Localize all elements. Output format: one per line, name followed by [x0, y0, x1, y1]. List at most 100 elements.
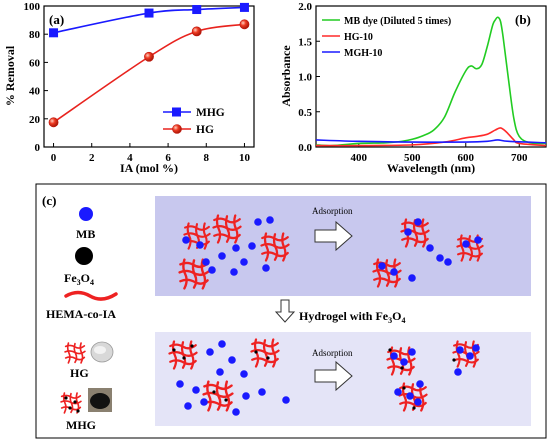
bottomLeftDots-dot — [266, 356, 270, 360]
legend-marker-mhg — [172, 107, 181, 117]
bottomRightDots-dot — [456, 346, 464, 354]
bottomLeftDots-dot — [232, 408, 240, 416]
bottomLeftDots-dot — [176, 380, 184, 388]
bottomLeftDots-dot — [224, 398, 228, 402]
panel-a-point-1-0 — [48, 117, 59, 128]
panel-b-chart: (b) 0.0 0.5 1.0 1.5 2.0 400 500 600 700 Wavelen… — [279, 1, 547, 175]
topLeftDots-dot — [266, 216, 274, 224]
legend-label-hg10: HG-10 — [344, 32, 373, 43]
adsorption-label-bottom: Adsorption — [312, 348, 353, 358]
panel-a-y-tick-label: 0 — [35, 142, 41, 154]
panel-a-frame — [43, 5, 255, 148]
bottomRightDots-dot — [472, 344, 480, 352]
bottomLeftDots-dot — [192, 386, 200, 394]
panel-b-x-axis-label: Wavelength (nm) — [387, 161, 475, 175]
panel-a-y-axis-label: % Removal — [3, 45, 17, 106]
panel-b-legend: MB dye (Diluted 5 times) HG-10 MGH-10 — [322, 16, 451, 59]
topLeftDots-dot — [202, 258, 210, 266]
mb-molecule-icon — [79, 207, 93, 221]
topRightDots-dot — [378, 262, 386, 270]
topLeftDots-dot — [248, 242, 256, 250]
panel-a-x-tick-label: 6 — [165, 152, 171, 164]
bottomLeftDots-dot — [242, 392, 250, 400]
panel-b-x-tick-label: 400 — [351, 152, 368, 164]
bottomLeftDots-dot — [206, 348, 214, 356]
panel-b-label: (b) — [515, 12, 531, 27]
hg-before-mb-dots — [182, 216, 274, 276]
topRightDots-dot — [426, 244, 434, 252]
mhg-fe3o4-dots — [64, 396, 80, 413]
topLeftDots-dot — [262, 264, 270, 272]
topRightDots-dot — [408, 274, 416, 282]
bottomLeftDots-dot — [184, 402, 192, 410]
bottomRightDots-dot — [466, 352, 474, 360]
topRightDots-dot — [444, 258, 452, 266]
topRightDots-dot — [414, 218, 422, 226]
panel-b-x-tick-label: 600 — [458, 152, 475, 164]
bottomLeftDots-dot — [172, 348, 176, 352]
adsorption-label-top: Adsorption — [312, 206, 353, 216]
hg-after-mb-dots — [378, 218, 482, 282]
topLeftDots-dot — [230, 268, 238, 276]
bottomRightDots-dot — [390, 352, 398, 360]
bottomLeftDots-dot — [228, 356, 236, 364]
panel-c-label: (c) — [42, 193, 56, 208]
topRightDots-dot — [390, 268, 398, 276]
legend-marker-hg — [172, 124, 182, 134]
topRightDots-dot — [462, 240, 470, 248]
panel-b-y-tick-label: 1.0 — [298, 72, 312, 84]
legend-label-mhg: MHG — [196, 107, 225, 119]
adsorption-arrow-top — [314, 220, 353, 252]
mhg-photo-blob — [90, 393, 110, 409]
bottomRightDots-dot — [452, 358, 456, 362]
fe3o4-label: Fe3O4 — [64, 271, 94, 287]
bottomLeftDots-dot — [182, 356, 186, 360]
bottomRightDots-dot — [414, 398, 422, 406]
panel-b-series-line-1 — [315, 127, 547, 147]
bottomRightDots-dot — [388, 348, 392, 352]
panel-b-x-tick-label: 700 — [511, 152, 528, 164]
panel-b-y-axis-label: Absorbance — [279, 45, 293, 107]
panel-a-x-tick-label: 0 — [51, 152, 57, 164]
panel-b-series-line-2 — [315, 139, 547, 144]
panel-a-point-0-1 — [144, 8, 154, 18]
topLeftDots-dot — [254, 218, 262, 226]
bottomLeftDots-dot — [258, 388, 266, 396]
bottomLeftDots-dot — [216, 368, 224, 376]
panel-b-x-tick-label: 500 — [404, 152, 421, 164]
panel-a-label: (a) — [49, 12, 64, 27]
panel-a-y-tick-label: 20 — [29, 114, 41, 126]
bottomRightDots-dot — [402, 386, 406, 390]
mb-label: MB — [76, 227, 95, 241]
bottomLeftDots-dot — [212, 390, 216, 394]
hema-label: HEMA-co-IA — [46, 307, 116, 321]
panel-a-point-1-3 — [239, 19, 250, 30]
bottomLeftDots-dot — [200, 398, 208, 406]
panel-a-point-0-2 — [192, 5, 202, 15]
bottomRightDots-dot — [400, 366, 404, 370]
panel-a-series-line-0 — [53, 6, 245, 34]
panel-a-point-0-0 — [49, 28, 59, 38]
mhg-before-dots — [172, 340, 290, 416]
fe3o4-particle-icon — [75, 247, 93, 265]
bottomLeftDots-dot — [282, 396, 290, 404]
bottomLeftDots-dot — [254, 350, 258, 354]
panel-b-y-tick-label: 1.5 — [298, 36, 312, 48]
hema-chain-icon — [64, 290, 118, 301]
hg-photo-highlight — [94, 346, 106, 354]
topLeftDots-dot — [208, 266, 216, 274]
bottomRightDots-dot — [406, 392, 414, 400]
panel-a-x-tick-label: 4 — [127, 152, 133, 164]
topLeftDots-dot — [218, 252, 226, 260]
bottomRightDots-dot — [416, 380, 424, 388]
mhg-after-dots — [388, 344, 480, 410]
legend-label-mb: MB dye (Diluted 5 times) — [344, 16, 451, 27]
panel-a-series-line-1 — [53, 23, 245, 123]
topLeftDots-dot — [196, 241, 204, 249]
panel-a-x-tick-label: 8 — [204, 152, 210, 164]
panel-c-schematic: (c) MB Fe3O4 HEMA-co-IA HG MHG Adsorptio… — [35, 183, 547, 439]
panel-b-y-tick-label: 0.5 — [298, 107, 312, 119]
bottomLeftDots-dot — [240, 370, 248, 378]
panel-a-point-1-2 — [191, 26, 202, 37]
